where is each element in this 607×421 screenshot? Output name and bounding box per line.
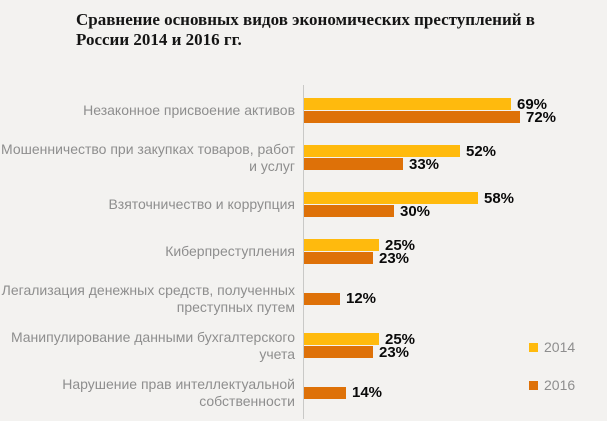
bar-line-2016: 23% [304,249,607,267]
bar-line-2014: 25% [304,236,607,254]
category-label: Мошенничество при закупках товаров, рабо… [1,140,295,174]
y-axis-line [303,85,304,419]
bar-group: 52% 33% [304,142,607,173]
value-label-2016: 23% [379,249,410,267]
bar-2014 [304,98,511,110]
bar-2016 [304,205,394,217]
value-label-2014: 25% [385,330,416,348]
value-label-2016: 72% [526,108,557,126]
bar-group: 12% [304,290,607,307]
bar-line-2014: 58% [304,189,607,207]
bar-2016 [304,158,403,170]
bar-line-2016: 30% [304,202,607,220]
chart-title: Сравнение основных видов экономических п… [76,10,535,49]
bar-line-2016: 12% [304,290,607,307]
bar-group: 14% [304,384,607,401]
category-row: Мошенничество при закупках товаров, рабо… [0,134,607,181]
bar-group: 58% 30% [304,189,607,220]
value-label-2014: 69% [517,95,548,113]
legend-swatch-icon [529,342,538,352]
bar-line-2014: 25% [304,330,607,348]
bar-2014 [304,239,379,251]
bar-line-2014: 52% [304,142,607,160]
bar-2014 [304,145,460,157]
category-label: Незаконное присвоение активов [83,102,295,118]
value-label-2014: 25% [385,236,416,254]
bar-2014 [304,192,478,204]
value-label-2016: 30% [400,202,431,220]
category-row: Легализация денежных средств, полученных… [0,275,607,322]
category-row: Киберпреступления 25% 23% [0,228,607,275]
category-row: Незаконное присвоение активов 69% 72% [0,87,607,134]
value-label-2016: 14% [352,384,383,401]
bar-2016 [304,386,346,399]
value-label-2016: 23% [379,343,410,361]
value-label-2014: 58% [484,189,515,207]
bar-2016 [304,111,520,123]
legend-swatch-icon [529,380,538,390]
bar-group: 25% 23% [304,330,607,361]
category-row: Взяточничество и коррупция 58% 30% [0,181,607,228]
category-label: Легализация денежных средств, полученных… [1,281,295,315]
legend: 2014 2016 [529,339,576,416]
category-label: Взяточничество и коррупция [108,196,295,212]
category-row: Манипулирование данными бухгалтерского у… [0,322,607,369]
bar-rows: Незаконное присвоение активов 69% 72% Мошен… [0,87,607,416]
bar-2016 [304,252,373,264]
bar-line-2016: 33% [304,155,607,173]
bar-2014 [304,333,379,345]
legend-label: 2016 [544,377,576,393]
category-label: Манипулирование данными бухгалтерского у… [10,328,295,362]
plot-area: Незаконное присвоение активов 69% 72% Мошен… [0,85,607,419]
bar-line-2014: 69% [304,95,607,113]
bar-line-2016: 72% [304,108,607,126]
value-label-2016: 12% [346,290,377,307]
bar-2016 [304,346,373,358]
category-label: Нарушение прав интеллектуальной собствен… [62,375,295,409]
value-label-2016: 33% [409,155,440,173]
bar-line-2016: 14% [304,384,607,401]
legend-label: 2014 [544,339,576,355]
bar-group: 69% 72% [304,95,607,126]
legend-item-2014: 2014 [529,339,576,355]
legend-item-2016: 2016 [529,377,576,393]
category-label: Киберпреступления [165,243,295,259]
bar-group: 25% 23% [304,236,607,267]
bar-line-2016: 23% [304,343,607,361]
value-label-2014: 52% [466,142,497,160]
bar-2016 [304,292,340,305]
category-row: Нарушение прав интеллектуальной собствен… [0,369,607,416]
